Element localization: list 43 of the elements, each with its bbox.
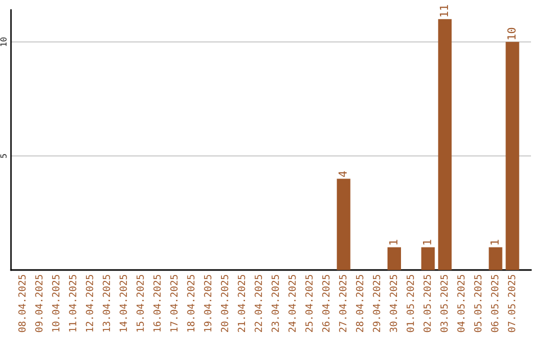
x-tick-label: 27.04.2025 [339,274,346,332]
x-tick-label: 22.04.2025 [254,274,262,332]
x-tick-label: 21.04.2025 [238,274,246,332]
bar [336,178,350,270]
x-tick-label: 28.04.2025 [356,274,364,332]
bar [506,42,520,270]
data-label: 11 [440,5,448,16]
x-tick-label: 20.04.2025 [220,274,228,332]
x-tick-label: 23.04.2025 [272,274,279,332]
bar [421,247,435,270]
bar [438,19,452,270]
x-tick-label: 14.04.2025 [120,274,127,332]
y-tick-label: 5 [0,154,7,158]
x-tick-label: 18.04.2025 [187,274,194,332]
x-tick-label: 12.04.2025 [86,274,94,332]
x-tick-label: 13.04.2025 [102,274,110,332]
x-tick-label: 29.04.2025 [372,274,380,332]
bar [387,247,401,270]
x-tick-label: 09.04.2025 [35,274,43,332]
x-tick-label: 11.04.2025 [68,274,76,332]
x-tick-label: 26.04.2025 [322,274,330,332]
data-label: 1 [423,240,432,244]
bar [488,247,502,270]
x-tick-label: 05.05.2025 [474,274,482,332]
data-label: 10 [507,28,516,40]
x-tick-label: 06.05.2025 [491,274,498,332]
x-tick-label: 08.04.2025 [18,274,26,332]
x-tick-label: 02.05.2025 [424,274,431,332]
data-label: 1 [389,240,398,244]
x-tick-label: 03.05.2025 [440,274,448,332]
x-tick-label: 17.04.2025 [170,274,178,332]
x-tick-label: 16.04.2025 [153,274,161,332]
x-tick-label: 04.05.2025 [457,274,465,332]
data-label: 1 [490,240,499,244]
x-tick-label: 19.04.2025 [204,274,212,332]
x-tick-label: 07.05.2025 [508,274,516,332]
x-tick-label: 01.05.2025 [406,274,414,332]
x-tick-label: 24.04.2025 [288,274,296,332]
x-tick-label: 30.04.2025 [390,274,398,332]
x-tick-label: 25.04.2025 [305,274,313,332]
x-tick-label: 10.04.2025 [52,274,60,332]
x-tick-label: 15.04.2025 [136,274,144,332]
data-label: 4 [338,171,347,177]
